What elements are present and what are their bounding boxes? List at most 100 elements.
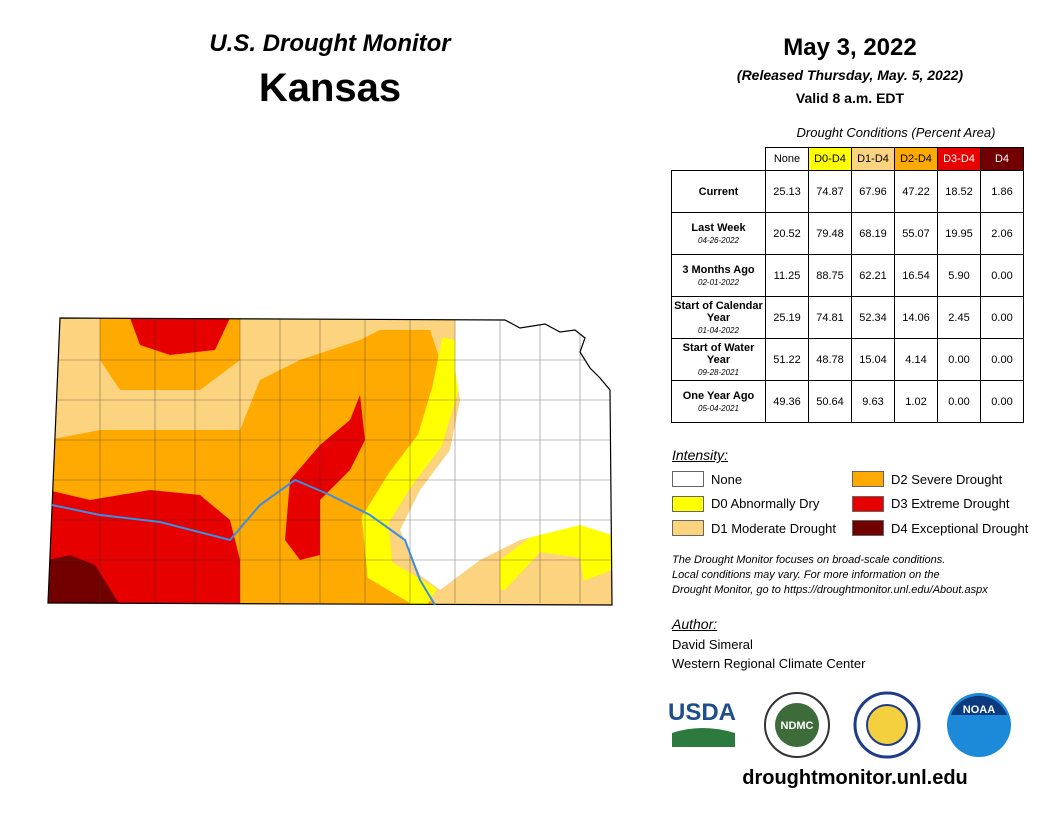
cell-value: 1.86 [980, 170, 1024, 213]
row-date: 01-04-2022 [698, 326, 739, 335]
row-label: Start of Calendar Year 01-04-2022 [671, 296, 766, 339]
logo-doc-inner [866, 704, 908, 746]
table-row: Start of Calendar Year 01-04-2022 25.19 74.… [671, 296, 1024, 339]
legend-swatch [852, 520, 884, 536]
legend-label: D0 Abnormally Dry [711, 496, 820, 511]
cell-value: 0.00 [980, 338, 1024, 381]
cell-value: 55.07 [894, 212, 938, 255]
logo-noaa: NOAA [963, 704, 995, 716]
table-row: Start of Water Year 09-28-2021 51.22 48.78 1… [671, 338, 1024, 381]
stats-table: None D0-D4 D1-D4 D2-D4 D3-D4 D4 Current 25.13 74… [671, 147, 1024, 423]
table-caption: Drought Conditions (Percent Area) [796, 125, 996, 140]
cell-value: 50.64 [808, 380, 852, 423]
cell-value: 49.36 [765, 380, 809, 423]
legend-swatch [852, 471, 884, 487]
logo-disc [775, 703, 819, 747]
cell-value: 19.95 [937, 212, 981, 255]
valid-time: Valid 8 a.m. EDT [795, 90, 905, 106]
legend-label: D1 Moderate Drought [711, 520, 837, 536]
legend-swatch [852, 495, 884, 512]
cell-value: 47.22 [894, 170, 938, 213]
logo-swoosh [672, 728, 735, 747]
cell-value: 2.06 [980, 212, 1024, 255]
note-line: Drought Monitor, go to https://droughtmo… [672, 584, 988, 596]
header-row: None D0-D4 D1-D4 D2-D4 D3-D4 D4 [671, 147, 1024, 171]
legend-item: D0 Abnormally Dry [672, 495, 820, 512]
row-date: 04-26-2022 [698, 236, 739, 245]
legend-swatch [672, 471, 704, 487]
row-name: 3 Months Ago [682, 264, 755, 276]
column-header: D3-D4 [937, 147, 981, 171]
row-date: 02-01-2022 [698, 278, 739, 287]
cell-value: 79.48 [808, 212, 852, 255]
author-org: Western Regional Climate Center [672, 656, 866, 671]
county-lines [48, 318, 612, 603]
cell-value: 74.87 [808, 170, 852, 213]
d4-area [48, 555, 120, 605]
legend-label: D3 Extreme Drought [891, 496, 1010, 511]
cell-value: 48.78 [808, 338, 852, 381]
cell-value: 4.14 [894, 338, 938, 381]
row-name: One Year Ago [682, 390, 755, 402]
column-header: D1-D4 [851, 147, 895, 171]
cell-value: 2.45 [937, 296, 981, 339]
row-label: Last Week 04-26-2022 [671, 212, 766, 255]
cell-value: 0.00 [980, 296, 1024, 339]
cell-value: 15.04 [851, 338, 895, 381]
row-name: Last Week [691, 222, 746, 234]
row-label: One Year Ago 05-04-2021 [671, 380, 766, 423]
table-row: Last Week 04-26-2022 20.52 79.48 68.19 55.07 1… [671, 212, 1024, 255]
author-name: David Simeral [672, 637, 753, 652]
row-label: 3 Months Ago 02-01-2022 [671, 254, 766, 297]
table-row: 3 Months Ago 02-01-2022 11.25 88.75 62.21 16.… [671, 254, 1024, 297]
cell-value: 16.54 [894, 254, 938, 297]
row-label: Start of Water Year 09-28-2021 [671, 338, 766, 381]
row-date: 09-28-2021 [698, 368, 739, 377]
table-row: Current 25.13 74.87 67.96 47.22 18.52 1.86 [671, 170, 1024, 213]
row-name: Current [698, 185, 739, 198]
legend-item: D3 Extreme Drought [852, 495, 1010, 512]
legend-label: D4 Exceptional Drought [891, 520, 1029, 536]
state-name: Kansas [258, 66, 402, 110]
cell-value: 62.21 [851, 254, 895, 297]
legend-title: Intensity: [672, 447, 729, 463]
legend-item: None [672, 471, 742, 487]
column-header: D2-D4 [894, 147, 938, 171]
cell-value: 9.63 [851, 380, 895, 423]
author-title: Author: [672, 616, 718, 632]
row-name: Start of Calendar Year [674, 300, 763, 324]
cell-value: 11.25 [765, 254, 809, 297]
cell-value: 0.00 [937, 338, 981, 381]
column-header: D4 [980, 147, 1024, 171]
logo-ndmc: NDMC [781, 720, 814, 732]
cell-value: 51.22 [765, 338, 809, 381]
legend-label: None [711, 471, 743, 487]
cell-value: 68.19 [851, 212, 895, 255]
row-date: 05-04-2021 [698, 404, 739, 413]
row-name: Start of Water Year [682, 342, 755, 366]
d3-area [285, 395, 365, 560]
map-date: May 3, 2022 [783, 34, 917, 61]
cell-value: 0.00 [980, 380, 1024, 423]
none-area [400, 320, 612, 590]
cell-value: 20.52 [765, 212, 809, 255]
legend-swatch [672, 495, 704, 512]
cell-value: 25.13 [765, 170, 809, 213]
d1-area [505, 552, 585, 590]
legend-swatch [672, 520, 704, 536]
cell-value: 88.75 [808, 254, 852, 297]
legend-item: D4 Exceptional Drought [852, 520, 1028, 536]
note-line: The Drought Monitor focuses on broad-sca… [672, 554, 946, 566]
logo-usda: USDA [668, 699, 736, 726]
cell-value: 0.00 [937, 380, 981, 423]
kansas-map [47, 317, 613, 606]
river [51, 478, 436, 606]
cell-value: 18.52 [937, 170, 981, 213]
cell-value: 25.19 [765, 296, 809, 339]
cell-value: 67.96 [851, 170, 895, 213]
cell-value: 1.02 [894, 380, 938, 423]
website: droughtmonitor.unl.edu [742, 767, 968, 789]
drought-areas [48, 318, 612, 605]
legend-item: D2 Severe Drought [852, 471, 1002, 487]
